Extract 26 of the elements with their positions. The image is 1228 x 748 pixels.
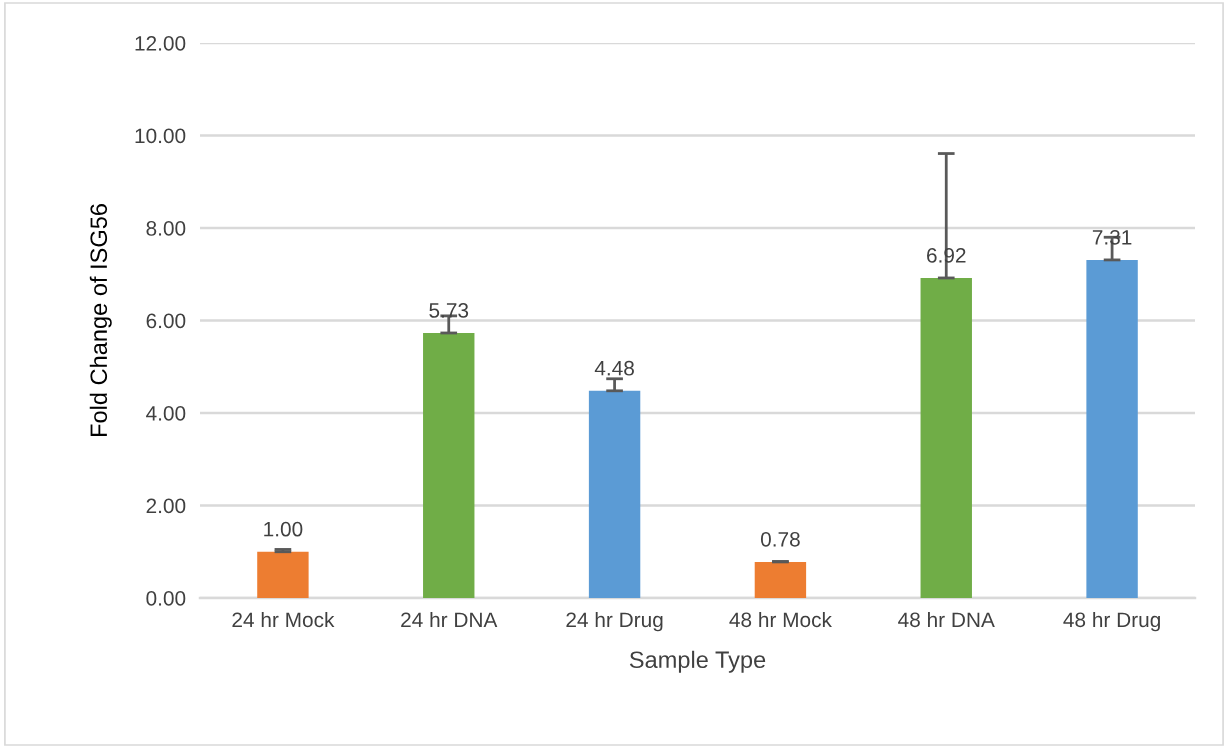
x-tick-label: 24 hr Drug: [566, 611, 663, 632]
bar: [257, 551, 309, 598]
data-label: 1.00: [264, 521, 303, 537]
y-tick-label: 10.00: [135, 128, 186, 144]
x-tick-label: 48 hr DNA: [898, 611, 995, 628]
bar: [423, 332, 475, 598]
bar: [588, 390, 641, 598]
y-tick-label: 6.00: [146, 313, 186, 329]
x-tick-label: 48 hr Drug: [1063, 611, 1160, 632]
bar: [754, 561, 807, 598]
bar: [1086, 259, 1138, 598]
y-tick-label: 2.00: [146, 498, 186, 514]
x-tick-label: 24 hr Mock: [232, 611, 335, 628]
data-label: 0.78: [760, 531, 800, 547]
x-tick-label: 48 hr Mock: [729, 611, 832, 628]
bar: [920, 277, 972, 598]
data-label: 4.48: [594, 360, 634, 376]
y-tick-label: 0.00: [146, 591, 186, 606]
x-tick-label: 24 hr DNA: [401, 611, 498, 627]
y-tick-label: 8.00: [146, 221, 186, 236]
y-tick-label: 12.00: [135, 36, 186, 51]
y-axis-title: Fold Change of ISG56: [89, 204, 112, 437]
data-label: 5.73: [429, 303, 469, 318]
x-axis-title: Sample Type: [629, 650, 766, 673]
data-label: 7.31: [1092, 229, 1132, 245]
y-tick-label: 4.00: [146, 406, 186, 421]
